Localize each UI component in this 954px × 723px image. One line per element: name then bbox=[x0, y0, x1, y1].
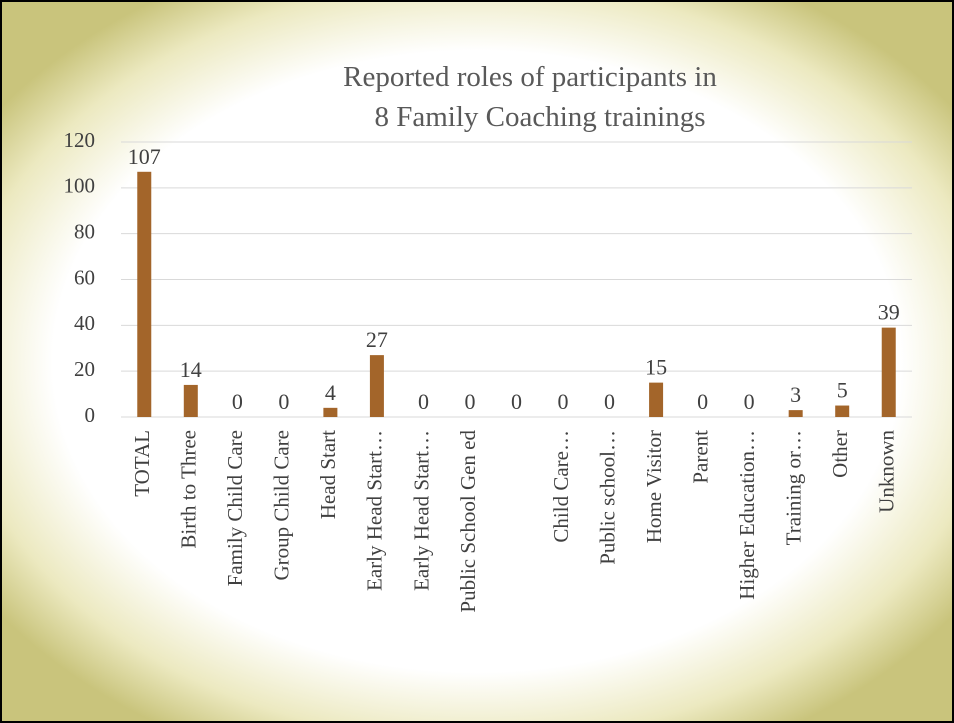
data-label: 0 bbox=[558, 389, 569, 414]
bar bbox=[369, 355, 384, 417]
data-label: 5 bbox=[837, 378, 848, 403]
data-label: 0 bbox=[511, 389, 522, 414]
data-label: 0 bbox=[278, 389, 289, 414]
data-label: 0 bbox=[744, 389, 755, 414]
x-tick-label: Child Care… bbox=[549, 430, 573, 543]
data-label: 0 bbox=[604, 389, 615, 414]
x-tick-label: Public school… bbox=[595, 430, 619, 565]
chart-title: Reported roles of participants in bbox=[343, 61, 717, 93]
x-tick-label: Home Visitor bbox=[642, 430, 666, 543]
x-tick-label: Unknown bbox=[875, 430, 899, 513]
y-tick-label: 40 bbox=[74, 311, 95, 335]
bar bbox=[881, 327, 896, 417]
x-tick-label: Birth to Three bbox=[177, 430, 201, 549]
data-label: 15 bbox=[645, 355, 667, 380]
bar bbox=[835, 405, 850, 417]
data-label: 14 bbox=[180, 357, 202, 382]
y-tick-label: 100 bbox=[64, 174, 96, 198]
chart-title: 8 Family Coaching trainings bbox=[374, 101, 705, 133]
x-tick-label: Family Child Care bbox=[223, 430, 247, 586]
x-tick-label: Other bbox=[828, 430, 852, 478]
bar bbox=[323, 407, 338, 417]
x-tick-label: Early Head Start… bbox=[363, 430, 387, 591]
data-label: 0 bbox=[697, 389, 708, 414]
data-label: 107 bbox=[128, 144, 161, 169]
bar bbox=[183, 384, 198, 417]
x-tick-label: Training or… bbox=[781, 430, 805, 545]
bar bbox=[788, 410, 803, 417]
y-tick-label: 60 bbox=[74, 265, 95, 289]
data-label: 0 bbox=[418, 389, 429, 414]
y-tick-label: 120 bbox=[64, 128, 96, 152]
bar bbox=[137, 171, 152, 417]
x-tick-label: Early Head Start… bbox=[409, 430, 433, 591]
y-tick-label: 80 bbox=[74, 219, 95, 243]
x-tick-label: Higher Education… bbox=[735, 430, 759, 600]
x-tick-label: Group Child Care bbox=[270, 430, 294, 580]
data-label: 27 bbox=[366, 327, 388, 352]
y-tick-label: 20 bbox=[74, 357, 95, 381]
x-tick-label: Public School Gen ed bbox=[456, 430, 480, 613]
x-tick-label: Parent bbox=[688, 430, 712, 484]
bar bbox=[649, 382, 664, 417]
x-tick-label: Head Start bbox=[316, 430, 340, 519]
data-label: 0 bbox=[464, 389, 475, 414]
data-label: 4 bbox=[325, 380, 336, 405]
data-label: 3 bbox=[790, 382, 801, 407]
data-label: 0 bbox=[232, 389, 243, 414]
y-tick-label: 0 bbox=[85, 403, 96, 427]
x-tick-label: TOTAL bbox=[130, 430, 154, 497]
data-label: 39 bbox=[878, 300, 900, 325]
